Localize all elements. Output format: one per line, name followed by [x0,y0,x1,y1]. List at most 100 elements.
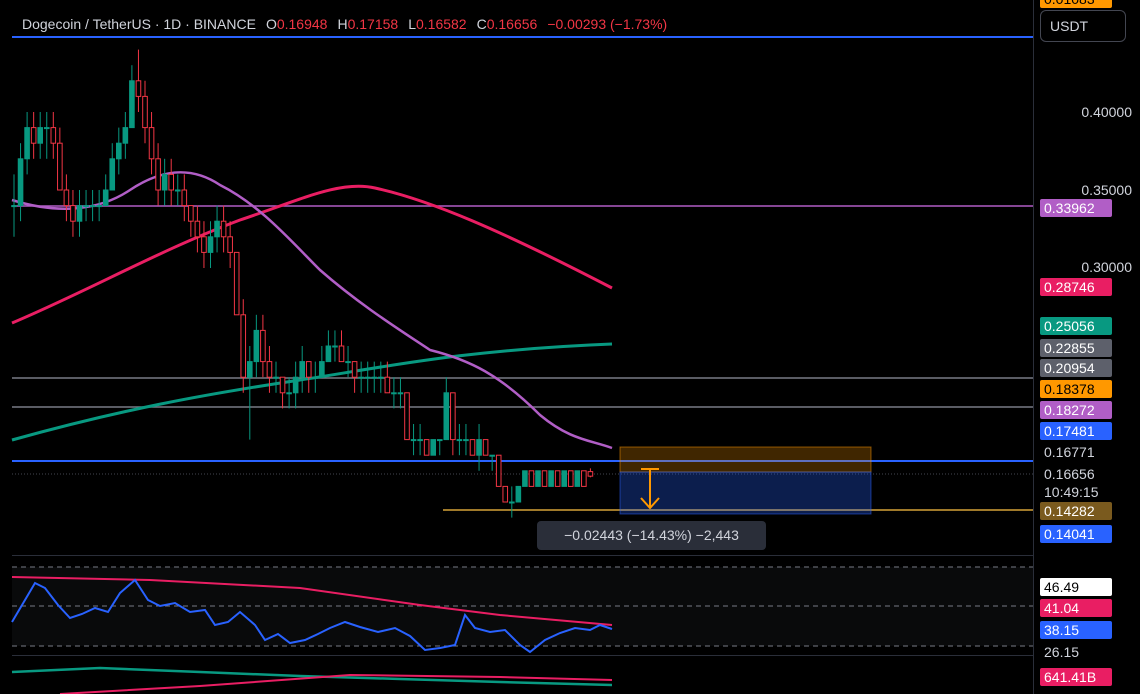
candle-body [148,127,155,160]
candle-body [587,471,594,477]
candle-body [561,470,568,487]
tag-ma-red: 0.28746 [1040,278,1112,296]
candle-body [495,454,502,487]
candle-body [142,95,148,129]
tag-rsi-ma: 41.04 [1040,599,1112,617]
tag-hline-gray-2: 0.20954 [1040,359,1112,377]
candle-body [378,376,384,379]
candle-body [273,376,279,379]
candle-body [63,189,70,207]
candle-body [292,376,299,394]
candle-body [535,470,541,487]
candle-body [247,361,253,378]
candle-body [266,361,273,378]
candle-body [299,361,305,378]
candle-body [364,376,371,379]
candle-body [417,439,423,442]
candle-body [581,470,587,487]
candle-body [371,376,378,379]
price-tick-1: 0.35000 [1081,182,1132,198]
close-label: C [476,16,487,32]
tag-hline-dark: 0.16771 [1040,443,1112,461]
candle-body [96,205,102,208]
candle-body [358,376,364,379]
candle-body [469,439,476,456]
candle-body [338,345,345,363]
candle-body [443,392,450,441]
candle-body [345,361,351,364]
candle-body [253,329,260,363]
candle-body [227,236,233,253]
symbol-title[interactable]: Dogecoin / TetherUS · 1D · BINANCE [22,16,256,32]
candle-body [548,470,554,487]
high-label: H [337,16,348,32]
candle-body [76,205,83,222]
candle-body [351,361,358,378]
candle-body [574,470,581,487]
candle-body [319,361,325,378]
candle-body [89,205,96,208]
ma-green-line [11,342,613,442]
candle-body [260,329,266,363]
candle-body [174,189,181,192]
candle-body [57,142,63,191]
open-value: 0.16948 [276,16,328,32]
candle-body [168,173,174,191]
candle-body [430,439,436,456]
candle-body [325,345,332,363]
candle-body [30,127,37,144]
tag-measure-top: 0.18378 [1040,380,1112,398]
candle-body [286,392,292,395]
candle-body [384,376,391,394]
candle-body [188,205,194,222]
candle-body [50,127,57,144]
candle-body [161,173,168,191]
candle-body [83,205,89,208]
tag-measure-bottom: 0.14041 [1040,525,1112,543]
candle-body [515,485,522,503]
tag-volume-value: 641.41B [1040,668,1112,686]
tag-last-price: 0.16656 [1040,465,1112,483]
candle-body [522,470,528,487]
candle-body [436,439,443,442]
candle-body [567,470,574,487]
open-label: O [265,16,277,32]
candle-body [476,439,482,456]
candle-body [220,220,227,238]
candle-body [391,392,397,395]
candle-body [528,470,535,487]
candle-body [129,80,135,129]
candle-body [207,236,214,253]
candle-body [489,454,495,457]
candle-body [312,376,319,379]
measure-box-bottom [619,471,872,515]
candle-body [541,470,548,487]
candle-body [116,142,122,160]
tag-rsi-lower: 26.15 [1040,643,1112,661]
candle-body [332,345,338,348]
candle-body [240,314,247,378]
rsi-line [11,578,613,654]
volume-ma-line [59,673,613,694]
tag-hline-orange: 0.14282 [1040,502,1112,520]
candle-body [201,236,207,253]
candle-body [11,205,17,208]
candle-body [423,439,430,456]
candle-body [450,392,456,441]
candle-body [463,439,469,442]
tag-rsi-value: 38.15 [1040,621,1112,639]
tag-countdown: 10:49:15 [1040,483,1112,501]
change-value: −0.00293 (−1.73%) [547,16,668,32]
candle-body [155,158,161,191]
candle-body [181,189,188,207]
candle-body [502,485,509,503]
candle-body [397,392,404,395]
candle-body [279,376,286,394]
measure-tooltip: −0.02443 (−14.43%) −2,443 [537,521,766,550]
tag-ma-purple: 0.18272 [1040,401,1112,419]
candle-body [122,127,129,144]
currency-button[interactable]: USDT [1040,10,1126,42]
candle-body [17,158,24,207]
ma-purple-line [11,171,613,450]
